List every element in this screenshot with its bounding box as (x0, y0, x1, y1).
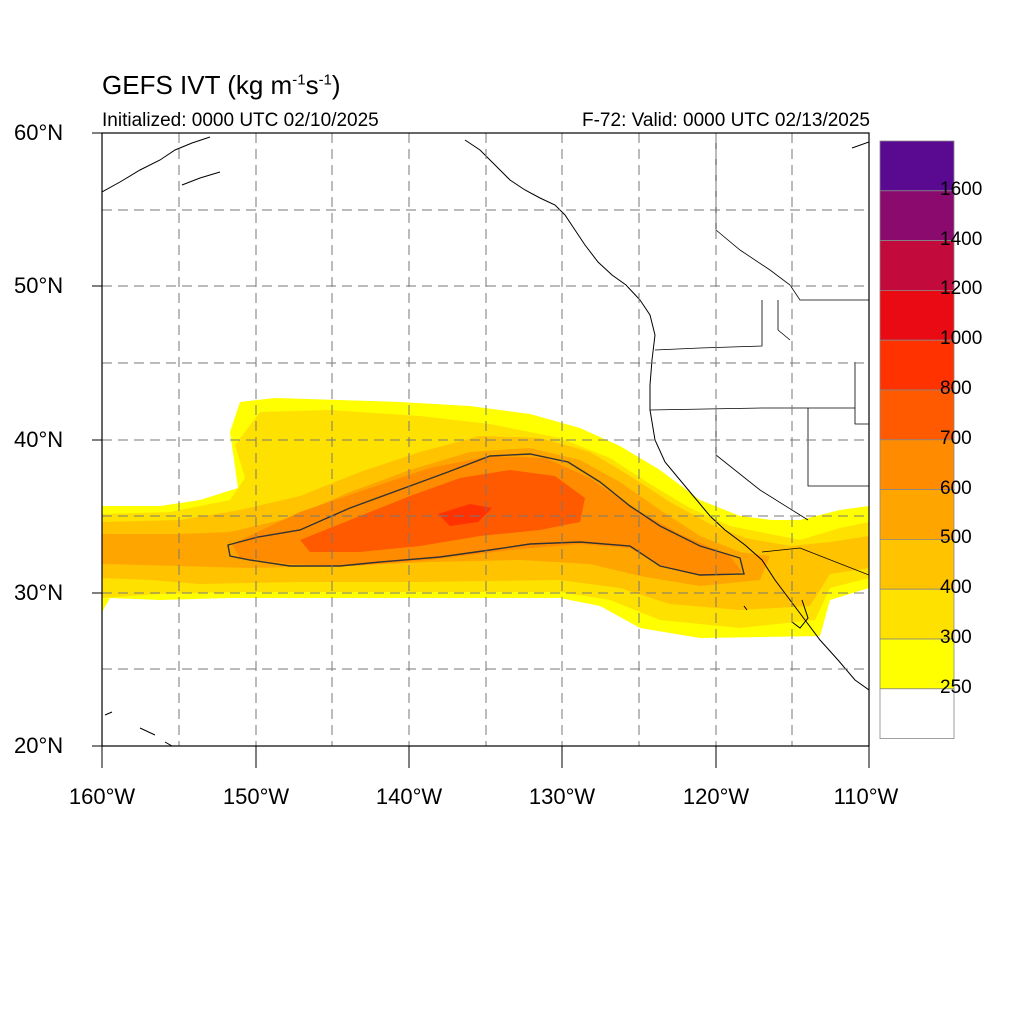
colorbar-box (879, 688, 955, 739)
lat-label-20: 20°N (14, 733, 64, 758)
colorbar-box (879, 289, 955, 341)
ivt-contour (227, 453, 745, 576)
valid-time: F-72: Valid: 0000 UTC 02/13/2025 (582, 110, 870, 131)
colorbar-box (879, 339, 955, 391)
colorbar-tick-label: 600 (940, 477, 972, 499)
colorbar-tick-label: 250 (940, 676, 972, 698)
colorbar-box (879, 240, 955, 291)
colorbar-tick-label: 700 (940, 427, 972, 449)
lon-label-130w: 130°W (528, 784, 596, 809)
colorbar-tick-label: 500 (940, 527, 972, 549)
colorbar-box (879, 539, 955, 590)
colorbar-box (879, 389, 955, 441)
lon-label-160w: 160°W (68, 784, 136, 809)
colorbar-box (879, 588, 955, 640)
tick-marks (92, 132, 870, 768)
colorbar-box (879, 439, 955, 490)
lon-label-150w: 150°W (222, 784, 290, 809)
ivt-band-700 (300, 470, 585, 552)
colorbar-tick-label: 400 (940, 577, 972, 599)
colorbar-tick-label: 1400 (940, 228, 983, 250)
ivt-band-800 (438, 504, 492, 526)
colorbar-tick-label: 800 (940, 378, 972, 399)
lon-label-140w: 140°W (375, 784, 443, 809)
coastlines (102, 136, 869, 746)
colorbar-tick-label: 1000 (940, 328, 983, 350)
colorbar-box (879, 489, 955, 540)
lat-label-30: 30°N (14, 580, 64, 605)
colorbar-tick-label: 1200 (940, 278, 983, 300)
lon-label-110w: 110°W (833, 784, 899, 809)
initialized-time: Initialized: 0000 UTC 02/10/2025 (102, 110, 379, 131)
colorbar-tick-label: 1600 (940, 178, 983, 200)
lat-label-40: 40°N (14, 427, 64, 452)
lat-label-60: 60°N (14, 120, 64, 145)
chart-title: GEFS IVT (kg m-1s-1) (102, 70, 341, 100)
colorbar-tick-label: 300 (940, 627, 972, 648)
lon-label-120w: 120°W (682, 784, 750, 809)
colorbar (879, 140, 955, 739)
lat-label-50: 50°N (14, 273, 64, 298)
colorbar-box (879, 638, 955, 690)
colorbar-box (879, 140, 955, 192)
colorbar-box (879, 190, 955, 242)
grid-lines (102, 133, 869, 746)
